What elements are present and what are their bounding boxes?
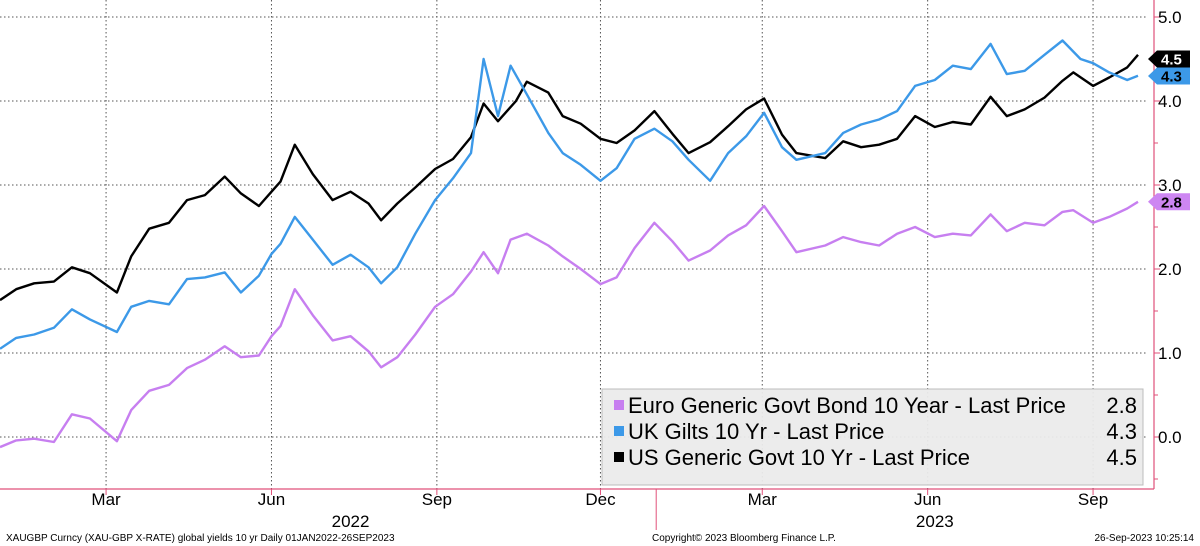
x-tick-label: Dec bbox=[585, 490, 616, 509]
y-tick-label: 0.0 bbox=[1158, 428, 1182, 447]
y-tick-label: 5.0 bbox=[1158, 8, 1182, 27]
badge-value: 2.8 bbox=[1161, 194, 1182, 211]
last-price-badge: 4.3 bbox=[1148, 67, 1190, 86]
last-price-badge: 2.8 bbox=[1148, 193, 1190, 211]
legend-swatch bbox=[614, 452, 624, 462]
x-tick-label: Jun bbox=[914, 490, 941, 509]
legend-box bbox=[601, 388, 1144, 486]
y-tick-label: 2.0 bbox=[1158, 260, 1182, 279]
last-price-badges: 4.54.3 2.8 bbox=[1148, 50, 1190, 211]
last-price-badge: 4.5 bbox=[1148, 50, 1190, 69]
x-tick-label: Jun bbox=[258, 490, 285, 509]
badge-shape bbox=[1148, 50, 1190, 68]
legend-swatch bbox=[614, 426, 624, 436]
legend-series-name: US Generic Govt 10 Yr - Last Price bbox=[628, 445, 970, 470]
footer-copyright: Copyright© 2023 Bloomberg Finance L.P. bbox=[652, 533, 836, 544]
legend: Euro Generic Govt Bond 10 Year - Last Pr… bbox=[601, 388, 1144, 486]
series-line-1 bbox=[0, 39, 1139, 350]
x-tick-label: Mar bbox=[748, 490, 778, 509]
legend-series-value: 4.5 bbox=[1106, 445, 1137, 470]
x-tick-label: Sep bbox=[1078, 490, 1108, 509]
x-year-label: 2023 bbox=[916, 512, 954, 531]
footer: XAUGBP Curncy (XAU-GBP X-RATE) global yi… bbox=[6, 533, 1194, 544]
x-tick-label: Mar bbox=[91, 490, 121, 509]
badge-shape bbox=[1148, 193, 1190, 211]
axes: 5.0 4.0 3.0 2.0 1.0 0.0 Mar Jun Sep Dec Mar Jun Sep 2… bbox=[0, 0, 1182, 531]
footer-timestamp: 26-Sep-2023 10:25:14 bbox=[1094, 533, 1194, 544]
legend-series-name: UK Gilts 10 Yr - Last Price bbox=[628, 419, 884, 444]
footer-source: XAUGBP Curncy (XAU-GBP X-RATE) global yi… bbox=[6, 533, 395, 544]
x-tick-label: Sep bbox=[422, 490, 452, 509]
badge-value: 4.3 bbox=[1161, 69, 1182, 86]
y-tick-label: 4.0 bbox=[1158, 92, 1182, 111]
y-tick-label: 3.0 bbox=[1158, 176, 1182, 195]
legend-series-value: 2.8 bbox=[1106, 393, 1137, 418]
legend-series-value: 4.3 bbox=[1106, 419, 1137, 444]
series-lines bbox=[0, 39, 1139, 449]
series-line-2 bbox=[0, 200, 1139, 449]
badge-shape bbox=[1148, 67, 1190, 85]
x-year-label: 2022 bbox=[332, 512, 370, 531]
legend-series-name: Euro Generic Govt Bond 10 Year - Last Pr… bbox=[628, 393, 1066, 418]
legend-swatch bbox=[614, 400, 624, 410]
series-line-0 bbox=[0, 54, 1139, 302]
y-tick-label: 1.0 bbox=[1158, 344, 1182, 363]
badge-value: 4.5 bbox=[1161, 52, 1182, 69]
